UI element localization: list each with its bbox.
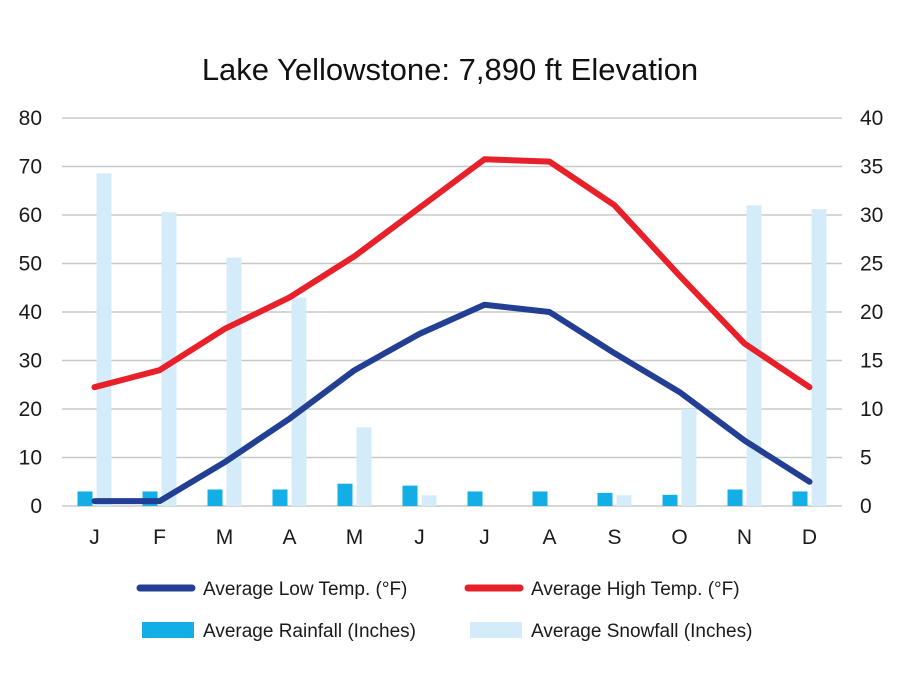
right-tick-label: 10 [860,398,883,421]
rainfall-bar [467,491,483,506]
snowfall-bar [291,297,307,506]
left-tick-label: 50 [19,253,42,276]
snowfall-bar [161,212,177,506]
left-tick-label: 20 [19,398,42,421]
rainfall-bar [402,485,418,506]
right-tick-label: 15 [860,350,883,373]
gridlines [62,117,842,507]
x-tick-label: A [542,526,556,549]
high-temp-line [91,156,813,391]
x-tick-label: M [216,526,234,549]
x-tick-label: S [607,526,621,549]
snowfall-legend-swatch [470,622,522,638]
rainfall-legend-swatch [142,622,194,638]
temperature-lines [91,156,813,505]
snowfall-bar [811,209,827,506]
left-tick-label: 30 [19,350,42,373]
x-tick-label: O [671,526,687,549]
rainfall-bar [77,491,93,506]
right-axis-ticks: 0 5 10 15 20 25 30 35 40 [860,107,883,518]
snowfall-legend-label: Average Snowfall (Inches) [531,621,752,642]
left-tick-label: 0 [30,495,42,518]
snowfall-bar [746,205,762,507]
right-tick-label: 5 [860,447,872,470]
x-tick-label: N [737,526,752,549]
rainfall-bar [532,491,548,506]
low-temp-line [91,301,813,505]
left-tick-label: 60 [19,204,42,227]
chart-title: Lake Yellowstone: 7,890 ft Elevation [202,52,698,87]
rainfall-bar [337,483,353,506]
left-tick-label: 70 [19,156,42,179]
legend: Average Low Temp. (°F) Average High Temp.… [136,579,752,642]
left-axis-ticks: 0 10 20 30 40 50 60 70 80 [19,107,42,518]
right-tick-label: 20 [860,301,883,324]
rainfall-bar [207,489,223,506]
left-tick-label: 80 [19,107,42,130]
left-tick-label: 10 [19,447,42,470]
right-tick-label: 0 [860,495,872,518]
rainfall-bar [792,491,808,506]
rainfall-bar [272,489,288,506]
low-temp-legend-label: Average Low Temp. (°F) [203,579,407,600]
x-tick-label: M [346,526,364,549]
left-tick-label: 40 [19,301,42,324]
x-tick-label: D [802,526,817,549]
rainfall-bar [662,494,678,506]
x-tick-label: J [89,526,100,549]
x-tick-label: J [479,526,490,549]
snowfall-bar [681,409,697,506]
right-tick-label: 25 [860,253,883,276]
x-tick-label: J [414,526,425,549]
right-tick-label: 35 [860,156,883,179]
x-tick-label: A [282,526,296,549]
rainfall-legend-label: Average Rainfall (Inches) [203,621,416,642]
right-tick-label: 30 [860,204,883,227]
snowfall-bars [96,173,827,507]
snowfall-bar [96,173,112,507]
snowfall-bar [421,495,437,506]
high-temp-legend-label: Average High Temp. (°F) [531,579,740,600]
snowfall-bar [356,427,372,506]
snowfall-bar [226,257,242,506]
right-tick-label: 40 [860,107,883,130]
rainfall-bar [597,492,613,506]
x-tick-label: F [153,526,166,549]
rainfall-bar [727,489,743,506]
snowfall-bar [616,495,632,506]
